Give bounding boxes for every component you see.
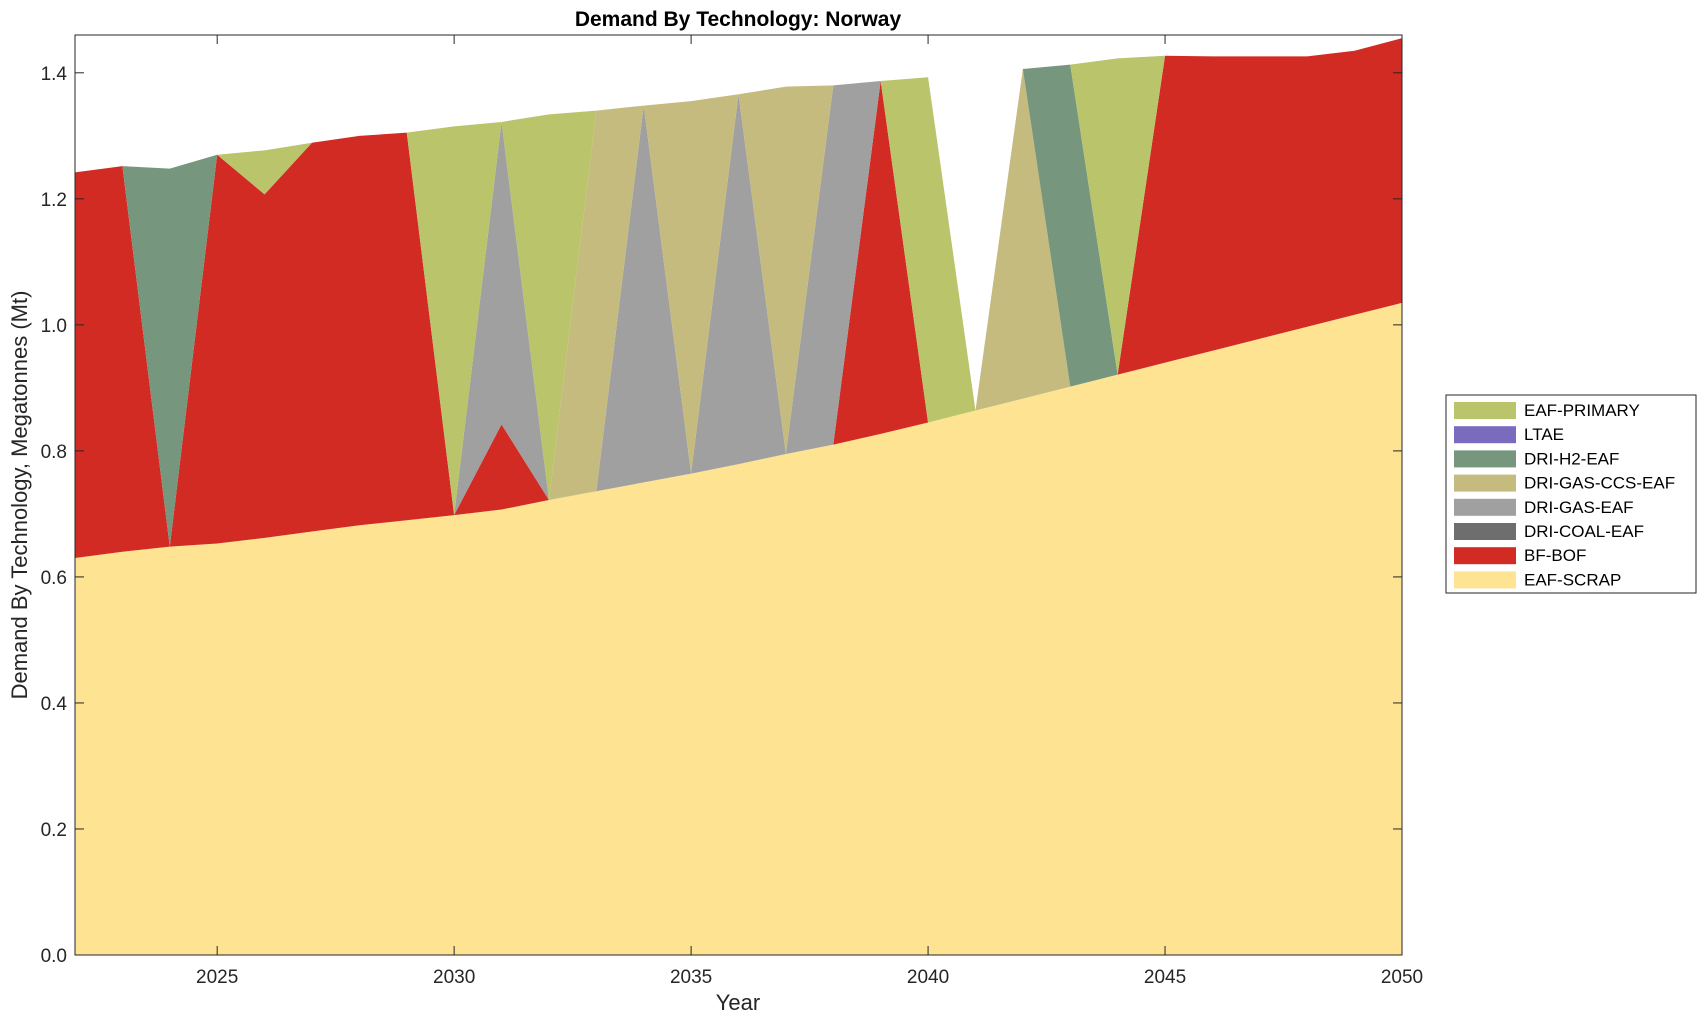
x-tick-label: 2035 xyxy=(670,967,712,988)
legend-swatch-eaf-primary xyxy=(1454,402,1516,419)
legend-swatch-dri-gas-eaf xyxy=(1454,498,1516,516)
legend-label-dri-coal-eaf: DRI-COAL-EAF xyxy=(1524,522,1644,541)
area-layers xyxy=(75,38,1402,955)
y-tick-label: 0.4 xyxy=(41,694,68,715)
legend-label-dri-h2-eaf: DRI-H2-EAF xyxy=(1524,449,1619,468)
legend-label-dri-gas-eaf: DRI-GAS-EAF xyxy=(1524,498,1634,517)
y-tick-label: 1.2 xyxy=(41,190,67,211)
y-tick-label: 0.0 xyxy=(41,946,67,967)
legend-label-eaf-scrap: EAF-SCRAP xyxy=(1524,570,1621,589)
legend-swatch-ltae xyxy=(1454,426,1516,444)
legend-label-dri-gas-ccs-eaf: DRI-GAS-CCS-EAF xyxy=(1524,474,1675,493)
y-tick-label: 0.8 xyxy=(41,442,67,463)
plot-frame xyxy=(74,34,1403,956)
legend-swatch-bf-bof xyxy=(1454,547,1516,565)
x-tick-label: 2050 xyxy=(1381,967,1423,988)
legend-swatch-eaf-scrap xyxy=(1454,571,1516,589)
legend: EAF-PRIMARY LTAE DRI-H2-EAF DRI-GAS-CCS-EAF… xyxy=(1445,394,1697,594)
y-axis-label: Demand By Technology, Megatonnes (Mt) xyxy=(7,291,32,700)
x-tick-label: 2030 xyxy=(433,967,475,988)
chart-title: Demand By Technology: Norway xyxy=(575,8,902,31)
x-tick-labels: 2025 2030 2035 2040 2045 2050 xyxy=(196,967,1423,988)
legend-label-eaf-primary: EAF-PRIMARY xyxy=(1524,401,1640,420)
legend-swatch-dri-h2-eaf xyxy=(1454,450,1516,468)
x-tick-label: 2040 xyxy=(907,967,949,988)
y-tick-labels: 0.0 0.2 0.4 0.6 0.8 1.0 1.2 1.4 xyxy=(41,64,68,967)
area-dri-h2-eaf xyxy=(75,38,1402,547)
legend-swatch-dri-gas-ccs-eaf xyxy=(1454,474,1516,492)
y-tick-label: 0.2 xyxy=(41,820,67,841)
area-dri-gas-eaf xyxy=(75,38,1402,547)
legend-label-bf-bof: BF-BOF xyxy=(1524,546,1586,565)
x-tick-label: 2025 xyxy=(196,967,238,988)
y-tick-label: 0.6 xyxy=(41,568,67,589)
area-bf-bof xyxy=(75,38,1402,559)
legend-swatch-dri-coal-eaf xyxy=(1454,523,1516,540)
legend-items: EAF-PRIMARY LTAE DRI-H2-EAF DRI-GAS-CCS-EAF… xyxy=(1454,401,1675,589)
y-tick-label: 1.4 xyxy=(41,64,68,85)
x-tick-label: 2045 xyxy=(1144,967,1186,988)
x-axis-label: Year xyxy=(716,990,760,1015)
area-eaf-scrap xyxy=(75,302,1402,955)
y-tick-label: 1.0 xyxy=(41,316,67,337)
legend-label-ltae: LTAE xyxy=(1524,425,1564,444)
